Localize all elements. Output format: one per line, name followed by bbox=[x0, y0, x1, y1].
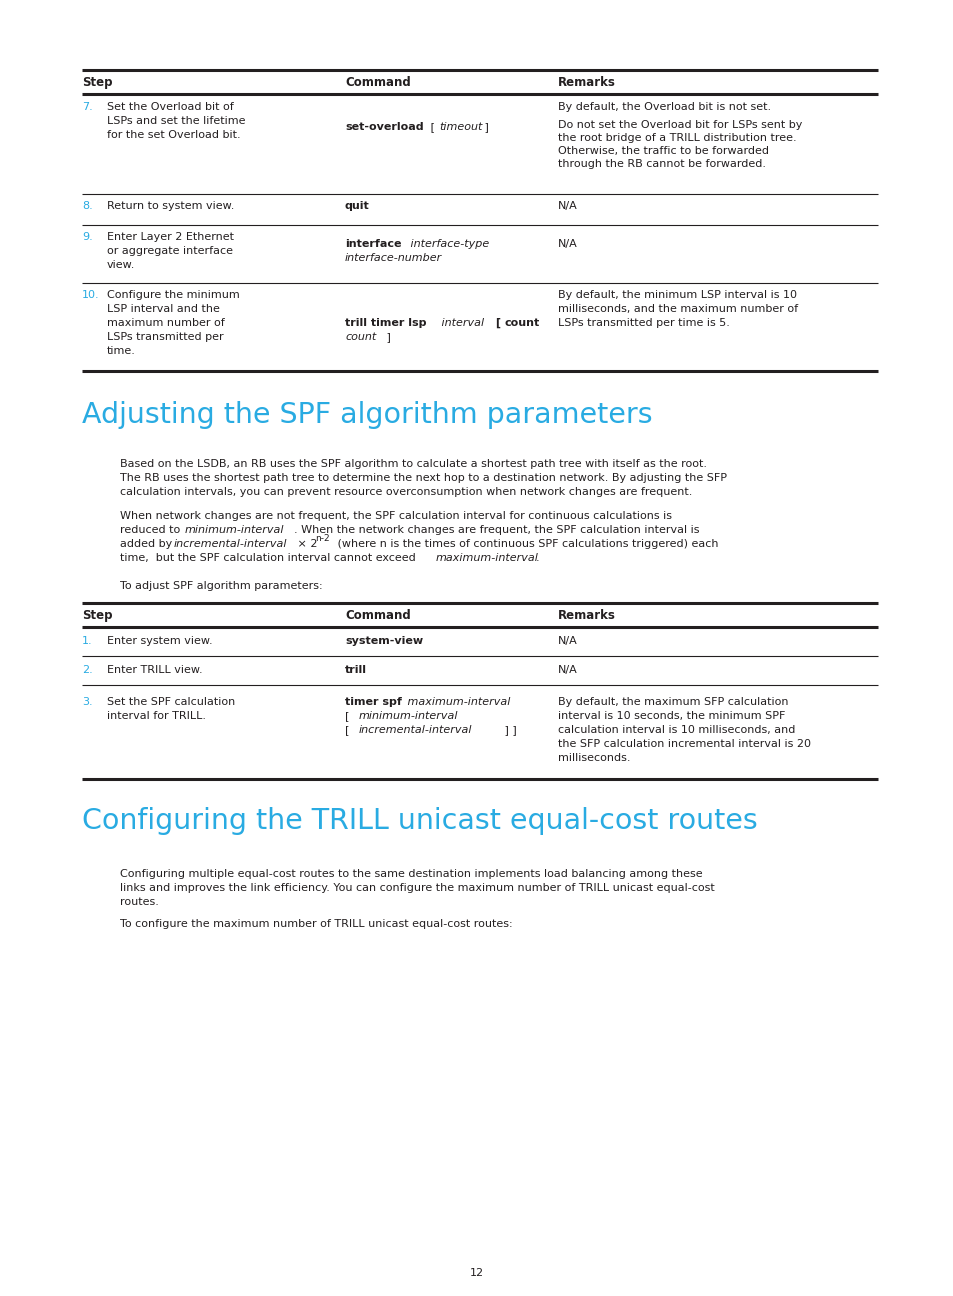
Text: milliseconds, and the maximum number of: milliseconds, and the maximum number of bbox=[558, 305, 798, 314]
Text: LSPs and set the lifetime: LSPs and set the lifetime bbox=[107, 117, 245, 126]
Text: Remarks: Remarks bbox=[558, 76, 616, 89]
Text: Configure the minimum: Configure the minimum bbox=[107, 290, 239, 299]
Text: links and improves the link efficiency. You can configure the maximum number of : links and improves the link efficiency. … bbox=[120, 883, 714, 893]
Text: By default, the Overload bit is not set.: By default, the Overload bit is not set. bbox=[558, 102, 770, 111]
Text: Step: Step bbox=[82, 609, 112, 622]
Text: trill timer lsp: trill timer lsp bbox=[345, 318, 426, 328]
Text: [: [ bbox=[345, 712, 353, 721]
Text: Enter Layer 2 Ethernet: Enter Layer 2 Ethernet bbox=[107, 232, 233, 242]
Text: minimum-interval: minimum-interval bbox=[185, 525, 284, 535]
Text: Set the Overload bit of: Set the Overload bit of bbox=[107, 102, 233, 111]
Text: quit: quit bbox=[345, 201, 370, 211]
Text: Command: Command bbox=[345, 609, 411, 622]
Text: N/A: N/A bbox=[558, 665, 578, 675]
Text: reduced to: reduced to bbox=[120, 525, 184, 535]
Text: 8.: 8. bbox=[82, 201, 92, 211]
Text: interface-number: interface-number bbox=[345, 253, 442, 263]
Text: 1.: 1. bbox=[82, 636, 92, 645]
Text: through the RB cannot be forwarded.: through the RB cannot be forwarded. bbox=[558, 159, 765, 168]
Text: maximum number of: maximum number of bbox=[107, 318, 225, 328]
Text: time.: time. bbox=[107, 346, 135, 356]
Text: Otherwise, the traffic to be forwarded: Otherwise, the traffic to be forwarded bbox=[558, 146, 768, 156]
Text: maximum-interval: maximum-interval bbox=[403, 697, 510, 708]
Text: The RB uses the shortest path tree to determine the next hop to a destination ne: The RB uses the shortest path tree to de… bbox=[120, 473, 726, 483]
Text: 3.: 3. bbox=[82, 697, 92, 708]
Text: the SFP calculation incremental interval is 20: the SFP calculation incremental interval… bbox=[558, 739, 810, 749]
Text: set-overload: set-overload bbox=[345, 122, 423, 132]
Text: maximum-interval: maximum-interval bbox=[436, 553, 538, 562]
Text: n-2: n-2 bbox=[314, 534, 330, 543]
Text: Do not set the Overload bit for LSPs sent by: Do not set the Overload bit for LSPs sen… bbox=[558, 121, 801, 130]
Text: ] ]: ] ] bbox=[500, 724, 517, 735]
Text: count: count bbox=[504, 318, 539, 328]
Text: incremental-interval: incremental-interval bbox=[358, 724, 472, 735]
Text: By default, the maximum SFP calculation: By default, the maximum SFP calculation bbox=[558, 697, 788, 708]
Text: 2.: 2. bbox=[82, 665, 92, 675]
Text: interval: interval bbox=[437, 318, 483, 328]
Text: LSPs transmitted per: LSPs transmitted per bbox=[107, 332, 223, 342]
Text: Step: Step bbox=[82, 76, 112, 89]
Text: routes.: routes. bbox=[120, 897, 159, 907]
Text: × 2: × 2 bbox=[294, 539, 317, 550]
Text: 10.: 10. bbox=[82, 290, 99, 299]
Text: for the set Overload bit.: for the set Overload bit. bbox=[107, 130, 240, 140]
Text: LSP interval and the: LSP interval and the bbox=[107, 305, 219, 314]
Text: count: count bbox=[345, 332, 375, 342]
Text: Enter system view.: Enter system view. bbox=[107, 636, 213, 645]
Text: ]: ] bbox=[382, 332, 391, 342]
Text: incremental-interval: incremental-interval bbox=[173, 539, 287, 550]
Text: time,  but the SPF calculation interval cannot exceed: time, but the SPF calculation interval c… bbox=[120, 553, 418, 562]
Text: interval is 10 seconds, the minimum SPF: interval is 10 seconds, the minimum SPF bbox=[558, 712, 784, 721]
Text: N/A: N/A bbox=[558, 636, 578, 645]
Text: LSPs transmitted per time is 5.: LSPs transmitted per time is 5. bbox=[558, 318, 729, 328]
Text: Return to system view.: Return to system view. bbox=[107, 201, 234, 211]
Text: minimum-interval: minimum-interval bbox=[358, 712, 458, 721]
Text: .: . bbox=[536, 553, 539, 562]
Text: To adjust SPF algorithm parameters:: To adjust SPF algorithm parameters: bbox=[120, 581, 322, 591]
Text: system-view: system-view bbox=[345, 636, 423, 645]
Text: By default, the minimum LSP interval is 10: By default, the minimum LSP interval is … bbox=[558, 290, 796, 299]
Text: calculation interval is 10 milliseconds, and: calculation interval is 10 milliseconds,… bbox=[558, 724, 795, 735]
Text: When network changes are not frequent, the SPF calculation interval for continuo: When network changes are not frequent, t… bbox=[120, 511, 671, 521]
Text: N/A: N/A bbox=[558, 201, 578, 211]
Text: the root bridge of a TRILL distribution tree.: the root bridge of a TRILL distribution … bbox=[558, 133, 796, 143]
Text: ]: ] bbox=[480, 122, 488, 132]
Text: interval for TRILL.: interval for TRILL. bbox=[107, 712, 206, 721]
Text: Adjusting the SPF algorithm parameters: Adjusting the SPF algorithm parameters bbox=[82, 400, 652, 429]
Text: interface: interface bbox=[345, 238, 401, 249]
Text: calculation intervals, you can prevent resource overconsumption when network cha: calculation intervals, you can prevent r… bbox=[120, 487, 692, 496]
Text: timer spf: timer spf bbox=[345, 697, 401, 708]
Text: Enter TRILL view.: Enter TRILL view. bbox=[107, 665, 202, 675]
Text: . When the network changes are frequent, the SPF calculation interval is: . When the network changes are frequent,… bbox=[294, 525, 699, 535]
Text: [: [ bbox=[492, 318, 504, 328]
Text: 7.: 7. bbox=[82, 102, 92, 111]
Text: 9.: 9. bbox=[82, 232, 92, 242]
Text: [: [ bbox=[345, 724, 353, 735]
Text: To configure the maximum number of TRILL unicast equal-cost routes:: To configure the maximum number of TRILL… bbox=[120, 919, 512, 929]
Text: Based on the LSDB, an RB uses the SPF algorithm to calculate a shortest path tre: Based on the LSDB, an RB uses the SPF al… bbox=[120, 459, 706, 469]
Text: or aggregate interface: or aggregate interface bbox=[107, 246, 233, 257]
Text: trill: trill bbox=[345, 665, 367, 675]
Text: added by: added by bbox=[120, 539, 175, 550]
Text: [: [ bbox=[427, 122, 438, 132]
Text: N/A: N/A bbox=[558, 238, 578, 249]
Text: Set the SPF calculation: Set the SPF calculation bbox=[107, 697, 235, 708]
Text: milliseconds.: milliseconds. bbox=[558, 753, 630, 763]
Text: 12: 12 bbox=[470, 1267, 483, 1278]
Text: (where n is the times of continuous SPF calculations triggered) each: (where n is the times of continuous SPF … bbox=[334, 539, 718, 550]
Text: Command: Command bbox=[345, 76, 411, 89]
Text: interface-type: interface-type bbox=[407, 238, 489, 249]
Text: Remarks: Remarks bbox=[558, 609, 616, 622]
Text: view.: view. bbox=[107, 260, 135, 270]
Text: Configuring multiple equal-cost routes to the same destination implements load b: Configuring multiple equal-cost routes t… bbox=[120, 870, 702, 879]
Text: timeout: timeout bbox=[438, 122, 482, 132]
Text: Configuring the TRILL unicast equal-cost routes: Configuring the TRILL unicast equal-cost… bbox=[82, 807, 757, 835]
